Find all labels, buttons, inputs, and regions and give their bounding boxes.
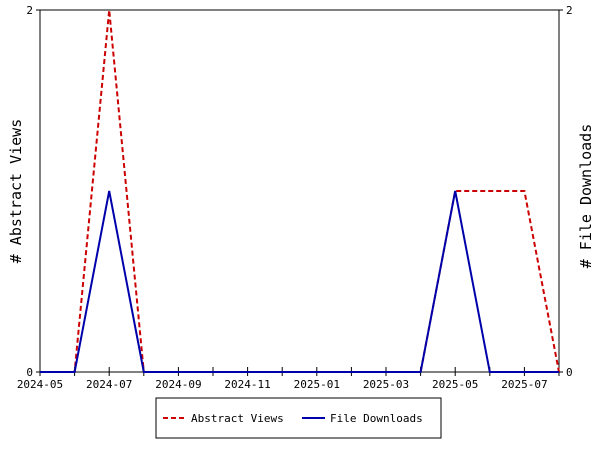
series-line-file-downloads <box>40 190 559 373</box>
y-left-tick-label: 0 <box>26 366 33 379</box>
x-tick-label: 2025-03 <box>363 378 409 391</box>
y-axis-right-title: # File Downloads <box>577 124 595 269</box>
y-axis-ticks: 0 2 0 2 <box>26 4 572 379</box>
series-group <box>40 9 560 373</box>
y-left-tick-label: 2 <box>26 4 33 17</box>
x-tick-label: 2025-01 <box>294 378 340 391</box>
series-line-abstract-views <box>40 9 560 373</box>
legend-box <box>155 397 442 439</box>
y-axis-left-title: # Abstract Views <box>7 119 25 264</box>
x-tick-label: 2024-11 <box>224 378 270 391</box>
legend-label-file-downloads: File Downloads <box>330 412 423 425</box>
x-tick-label: 2025-07 <box>501 378 547 391</box>
x-tick-label: 2024-09 <box>155 378 201 391</box>
x-axis-ticks: 2024-05 2024-07 2024-09 2024-11 2025-01 2025-… <box>17 367 560 391</box>
x-tick-label: 2024-05 <box>17 378 63 391</box>
legend-label-abstract-views: Abstract Views <box>191 412 284 425</box>
y-right-tick-label: 2 <box>566 4 573 17</box>
x-tick-label: 2025-05 <box>432 378 478 391</box>
y-right-tick-label: 0 <box>566 366 573 379</box>
x-tick-label: 2024-07 <box>86 378 132 391</box>
legend: Abstract Views File Downloads <box>155 397 442 439</box>
